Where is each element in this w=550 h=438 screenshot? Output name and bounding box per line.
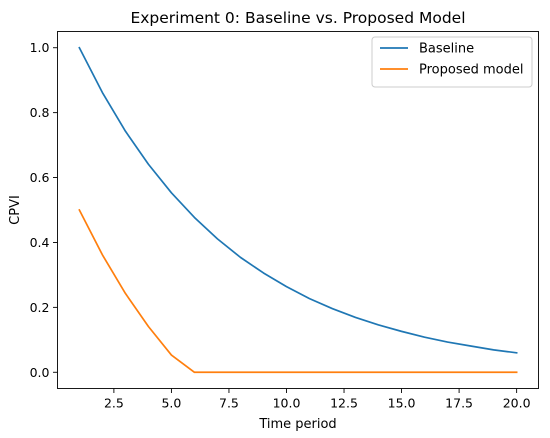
x-axis-label: Time period [258, 417, 336, 432]
y-tick-label: 0.0 [30, 365, 50, 380]
y-tick-label: 0.6 [30, 170, 50, 185]
x-tick-label: 12.5 [330, 396, 358, 411]
y-tick-label: 1.0 [30, 40, 50, 55]
x-tick-label: 7.5 [219, 396, 239, 411]
legend-label-proposed-model: Proposed model [419, 63, 523, 78]
legend-label-baseline: Baseline [419, 42, 474, 57]
series-line-baseline [78, 46, 518, 354]
plot-frame [57, 31, 539, 389]
x-tick-label: 17.5 [445, 396, 473, 411]
y-tick-label: 0.4 [30, 235, 50, 250]
x-tick-label: 20.0 [503, 396, 531, 411]
chart-title: Experiment 0: Baseline vs. Proposed Mode… [130, 9, 465, 27]
y-tick-label: 0.2 [30, 300, 50, 315]
x-tick-label: 2.5 [104, 396, 124, 411]
y-tick-label: 0.8 [30, 105, 50, 120]
series-line-proposed-model [78, 208, 518, 374]
legend: Baseline Proposed model [371, 36, 533, 88]
series-lines [78, 46, 518, 374]
x-tick-label: 5.0 [161, 396, 181, 411]
legend-box [371, 36, 533, 88]
x-tick-label: 10.0 [273, 396, 301, 411]
y-axis-ticks: 0.0 0.2 0.4 0.6 0.8 1.0 [30, 40, 58, 380]
x-tick-label: 15.0 [388, 396, 416, 411]
y-axis-label: CPVI [8, 195, 23, 225]
x-axis-ticks: 2.5 5.0 7.5 10.0 12.5 15.0 17.5 20.0 [104, 388, 531, 411]
